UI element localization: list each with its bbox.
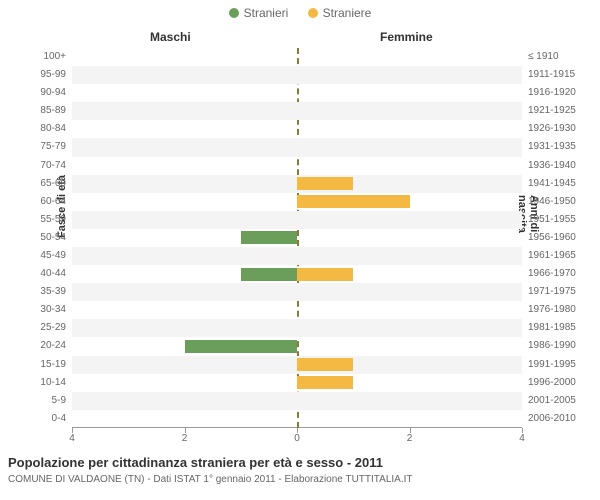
table-row: 0-42006-2010 <box>72 410 522 428</box>
table-row: 15-191991-1995 <box>72 356 522 374</box>
age-label: 15-19 <box>6 356 66 374</box>
birth-label: 1996-2000 <box>528 374 588 392</box>
column-title-right: Femmine <box>380 30 433 44</box>
age-label: 65-69 <box>6 175 66 193</box>
legend: Stranieri Straniere <box>0 6 600 21</box>
age-label: 70-74 <box>6 157 66 175</box>
legend-item-male: Stranieri <box>229 6 289 20</box>
age-label: 45-49 <box>6 247 66 265</box>
birth-label: 1926-1930 <box>528 120 588 138</box>
age-label: 80-84 <box>6 120 66 138</box>
birth-label: 1966-1970 <box>528 265 588 283</box>
birth-label: 1951-1955 <box>528 211 588 229</box>
x-tick-label: 2 <box>407 433 413 444</box>
birth-label: 1976-1980 <box>528 301 588 319</box>
age-label: 10-14 <box>6 374 66 392</box>
plot-area: 100+≤ 191095-991911-191590-941916-192085… <box>72 48 522 428</box>
table-row: 65-691941-1945 <box>72 175 522 193</box>
bar-female <box>297 358 353 371</box>
birth-label: 1936-1940 <box>528 157 588 175</box>
age-label: 60-64 <box>6 193 66 211</box>
birth-label: 1991-1995 <box>528 356 588 374</box>
bar-female <box>297 376 353 389</box>
age-label: 85-89 <box>6 102 66 120</box>
table-row: 40-441966-1970 <box>72 265 522 283</box>
bar-female <box>297 177 353 190</box>
bar-male <box>241 231 297 244</box>
birth-label: 1921-1925 <box>528 102 588 120</box>
birth-label: 2006-2010 <box>528 410 588 428</box>
table-row: 35-391971-1975 <box>72 283 522 301</box>
age-label: 30-34 <box>6 301 66 319</box>
x-tick-label: 2 <box>182 433 188 444</box>
table-row: 20-241986-1990 <box>72 337 522 355</box>
legend-label-female: Straniere <box>323 6 372 20</box>
legend-item-female: Straniere <box>308 6 372 20</box>
age-label: 25-29 <box>6 319 66 337</box>
table-row: 30-341976-1980 <box>72 301 522 319</box>
birth-label: 2001-2005 <box>528 392 588 410</box>
table-row: 60-641946-1950 <box>72 193 522 211</box>
table-row: 100+≤ 1910 <box>72 48 522 66</box>
age-label: 20-24 <box>6 337 66 355</box>
table-row: 80-841926-1930 <box>72 120 522 138</box>
birth-label: 1931-1935 <box>528 138 588 156</box>
age-label: 40-44 <box>6 265 66 283</box>
age-label: 55-59 <box>6 211 66 229</box>
legend-swatch-female <box>308 8 318 18</box>
x-axis: 4 2 0 2 4 <box>72 430 522 444</box>
x-tick-label: 0 <box>294 433 300 444</box>
bar-female <box>297 268 353 281</box>
age-label: 95-99 <box>6 66 66 84</box>
birth-label: 1946-1950 <box>528 193 588 211</box>
age-label: 100+ <box>6 48 66 66</box>
table-row: 70-741936-1940 <box>72 157 522 175</box>
birth-label: 1911-1915 <box>528 66 588 84</box>
birth-label: 1961-1965 <box>528 247 588 265</box>
x-tick-label: 4 <box>519 433 525 444</box>
birth-label: 1981-1985 <box>528 319 588 337</box>
birth-label: ≤ 1910 <box>528 48 588 66</box>
age-label: 35-39 <box>6 283 66 301</box>
table-row: 90-941916-1920 <box>72 84 522 102</box>
table-row: 10-141996-2000 <box>72 374 522 392</box>
age-label: 5-9 <box>6 392 66 410</box>
legend-swatch-male <box>229 8 239 18</box>
age-label: 90-94 <box>6 84 66 102</box>
age-label: 0-4 <box>6 410 66 428</box>
legend-label-male: Stranieri <box>244 6 289 20</box>
table-row: 45-491961-1965 <box>72 247 522 265</box>
birth-label: 1971-1975 <box>528 283 588 301</box>
birth-label: 1986-1990 <box>528 337 588 355</box>
birth-label: 1956-1960 <box>528 229 588 247</box>
bar-female <box>297 195 410 208</box>
table-row: 5-92001-2005 <box>72 392 522 410</box>
birth-label: 1916-1920 <box>528 84 588 102</box>
bar-male <box>241 268 297 281</box>
population-pyramid-chart: Stranieri Straniere Maschi Femmine Fasce… <box>0 0 600 500</box>
table-row: 55-591951-1955 <box>72 211 522 229</box>
column-title-left: Maschi <box>150 30 191 44</box>
table-row: 25-291981-1985 <box>72 319 522 337</box>
chart-subtitle: COMUNE DI VALDAONE (TN) - Dati ISTAT 1° … <box>8 474 413 485</box>
x-tick-label: 4 <box>69 433 75 444</box>
age-label: 75-79 <box>6 138 66 156</box>
age-label: 50-54 <box>6 229 66 247</box>
chart-title: Popolazione per cittadinanza straniera p… <box>8 455 383 470</box>
table-row: 50-541956-1960 <box>72 229 522 247</box>
table-row: 85-891921-1925 <box>72 102 522 120</box>
table-row: 95-991911-1915 <box>72 66 522 84</box>
bar-male <box>185 340 298 353</box>
table-row: 75-791931-1935 <box>72 138 522 156</box>
birth-label: 1941-1945 <box>528 175 588 193</box>
